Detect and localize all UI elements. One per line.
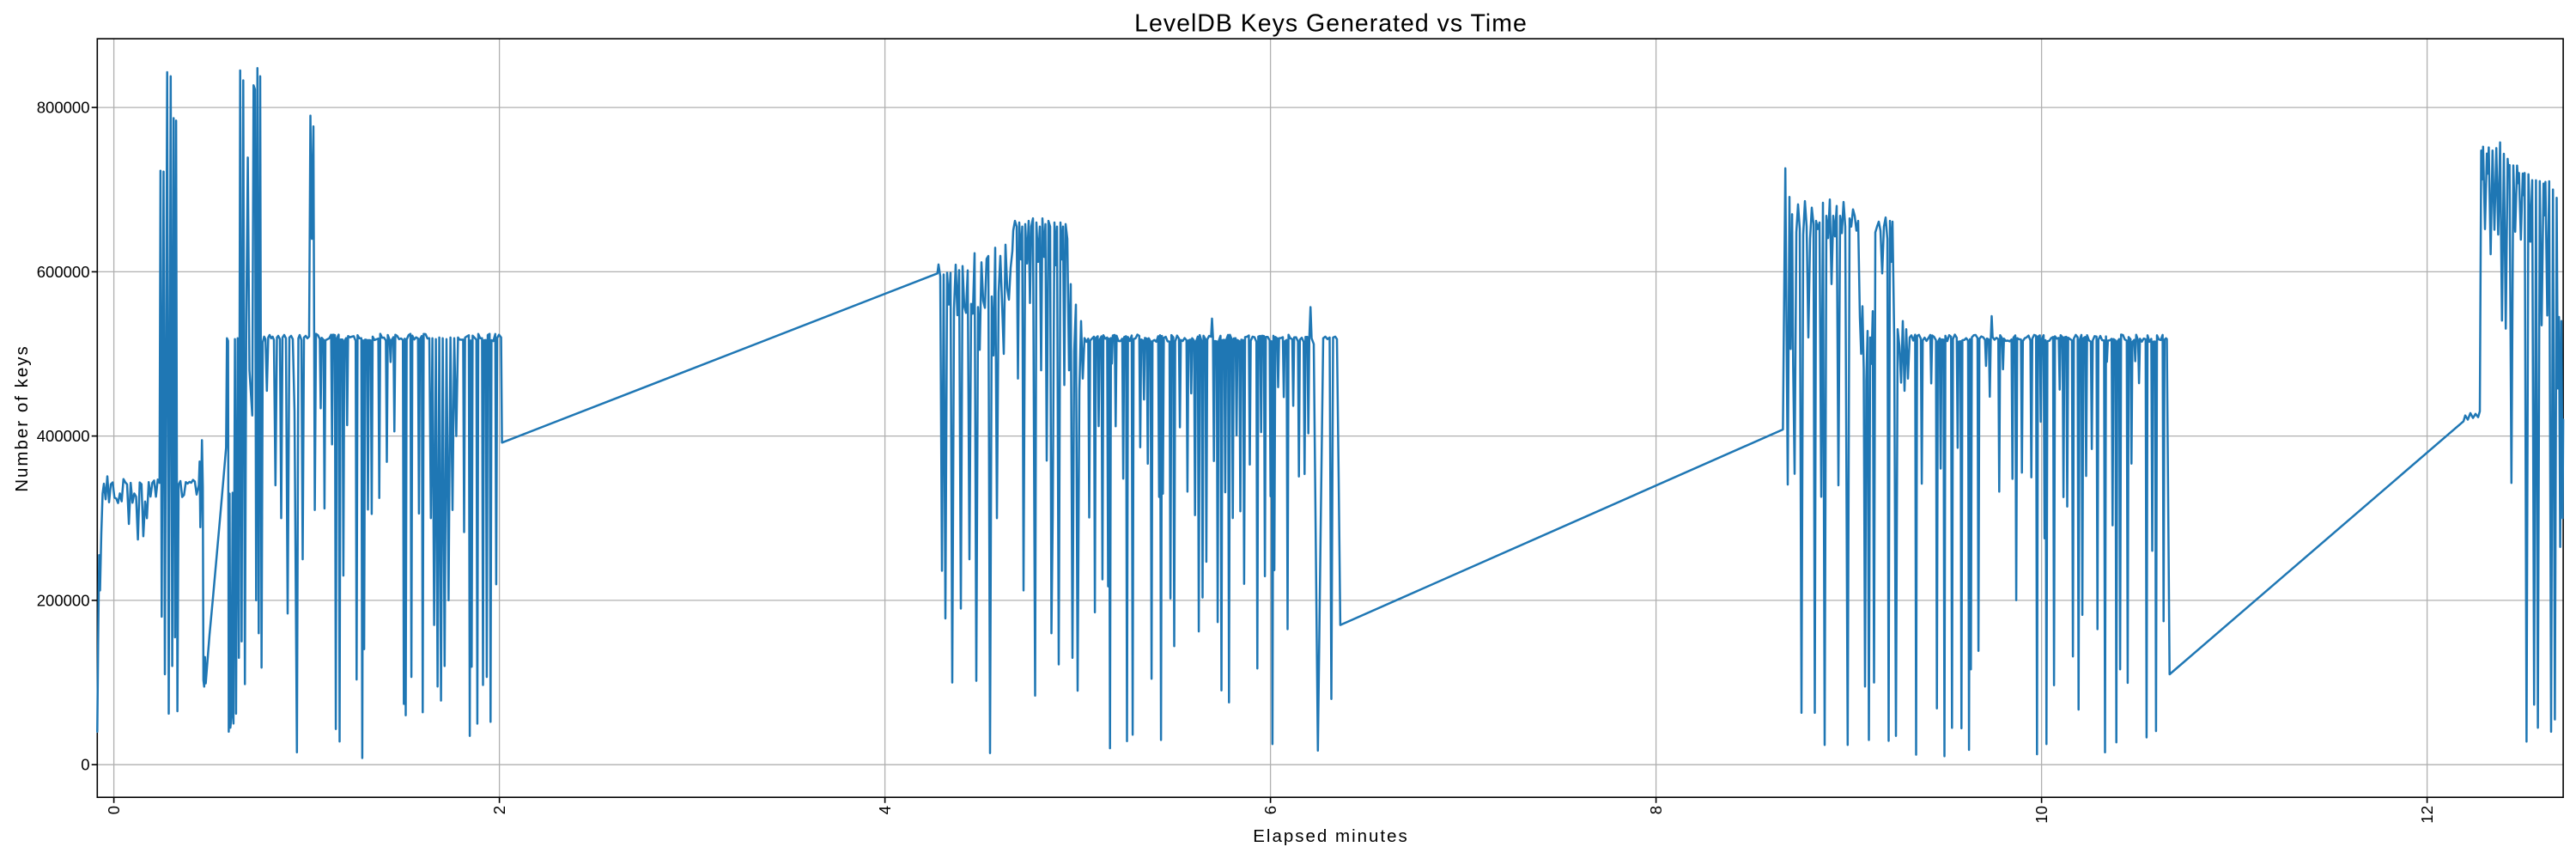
svg-text:Number of keys: Number of keys xyxy=(12,344,32,492)
svg-text:4: 4 xyxy=(876,806,894,814)
svg-text:400000: 400000 xyxy=(37,427,90,445)
svg-text:8: 8 xyxy=(1647,806,1665,814)
svg-text:0: 0 xyxy=(105,806,123,814)
svg-text:LevelDB Keys Generated vs Time: LevelDB Keys Generated vs Time xyxy=(1134,10,1528,38)
svg-text:6: 6 xyxy=(1261,806,1279,814)
svg-text:200000: 200000 xyxy=(37,591,90,609)
svg-text:0: 0 xyxy=(81,756,89,774)
svg-text:12: 12 xyxy=(2418,806,2436,824)
svg-text:800000: 800000 xyxy=(37,99,90,117)
svg-text:10: 10 xyxy=(2032,806,2050,824)
svg-text:Elapsed minutes: Elapsed minutes xyxy=(1253,826,1409,846)
svg-text:600000: 600000 xyxy=(37,263,90,281)
svg-text:2: 2 xyxy=(490,806,508,814)
